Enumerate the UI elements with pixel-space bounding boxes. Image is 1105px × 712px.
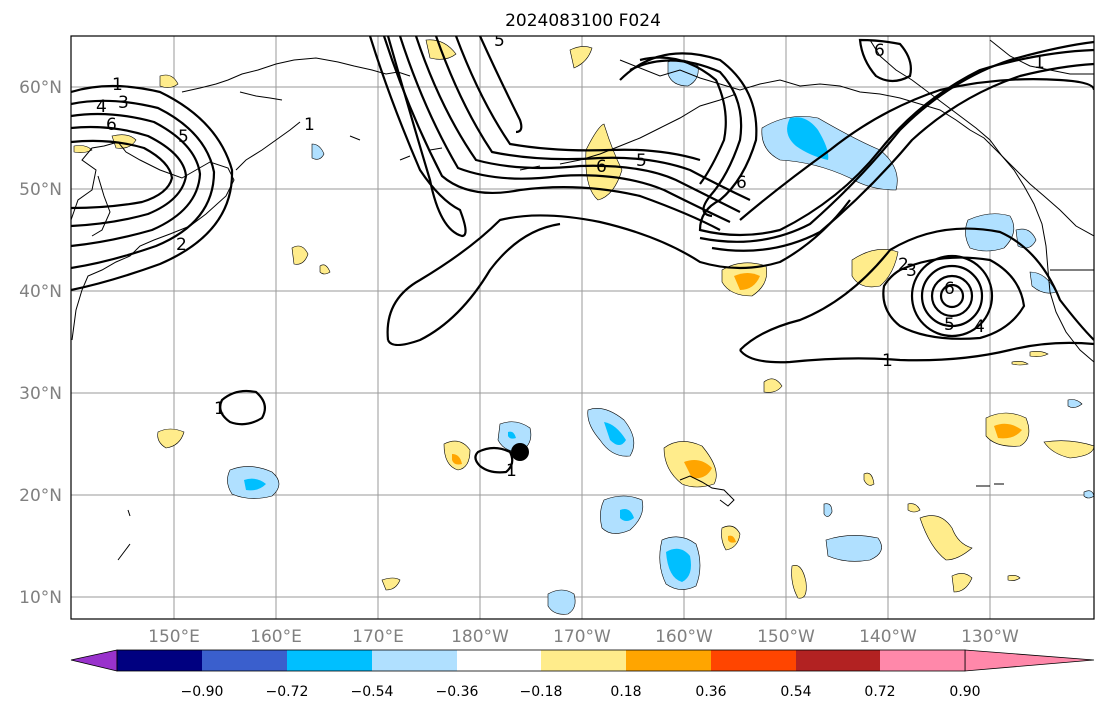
colorbar-tick: −0.90 <box>181 684 224 700</box>
colorbar-tick: 0.36 <box>695 684 726 700</box>
colorbar-segment <box>117 650 202 671</box>
colorbar-segment <box>796 650 880 671</box>
lon-label: 140°W <box>859 627 917 647</box>
lon-label: 130°W <box>961 627 1019 647</box>
contour-label: 2 <box>898 255 909 275</box>
lon-label: 170°E <box>352 627 404 647</box>
contour-label: 1 <box>304 115 315 135</box>
lon-label: 170°W <box>553 627 611 647</box>
contour-label: 3 <box>906 261 917 281</box>
colorbar-segment <box>372 650 457 671</box>
contour-label: 5 <box>636 151 647 171</box>
contour-label: 1 <box>882 351 893 371</box>
map-title: 2024083100 F024 <box>505 11 661 31</box>
lon-label: 160°E <box>250 627 302 647</box>
contour-label: 6 <box>736 173 747 193</box>
longitude-labels: 150°E 160°E 170°E 180°W 170°W 160°W 150°… <box>148 627 1019 647</box>
contour-label: 1 <box>506 461 517 481</box>
colorbar-segment <box>626 650 711 671</box>
lat-label: 30°N <box>19 384 62 404</box>
lat-label: 60°N <box>19 78 62 98</box>
contour-label: 5 <box>944 315 955 335</box>
lat-label: 20°N <box>19 486 62 506</box>
contour-label-group: 1 4 3 6 5 2 5 6 5 6 1 6 3 2 6 5 4 1 1 1 … <box>96 31 1045 481</box>
contour-label: 6 <box>874 41 885 61</box>
colorbar-extend-max <box>964 649 1095 672</box>
shaded-regions <box>73 39 1094 615</box>
colorbar-segment <box>880 650 965 671</box>
colorbar-tick: −0.54 <box>351 684 394 700</box>
lat-label: 10°N <box>19 588 62 608</box>
colorbar-segment <box>202 650 287 671</box>
lon-label: 150°W <box>757 627 815 647</box>
contour-label: 6 <box>596 157 607 177</box>
contour-label: 3 <box>118 93 129 113</box>
contour-label: 5 <box>494 31 505 51</box>
colorbar-segment <box>541 650 626 671</box>
colorbar: −0.90 −0.72 −0.54 −0.36 −0.18 0.18 0.36 … <box>70 649 1095 700</box>
lat-label: 40°N <box>19 282 62 302</box>
colorbar-extend-min <box>70 649 118 672</box>
gridlines <box>71 36 1094 619</box>
colorbar-tick: 0.90 <box>949 684 980 700</box>
colorbar-tick: −0.72 <box>266 684 309 700</box>
colorbar-segment <box>711 650 796 671</box>
lon-label: 180°W <box>451 627 509 647</box>
colorbar-segment <box>457 650 541 671</box>
map-frame <box>70 35 1095 620</box>
contour-label: 6 <box>944 279 955 299</box>
colorbar-tick: −0.18 <box>520 684 563 700</box>
contour-label: 4 <box>96 97 107 117</box>
colorbar-segment <box>287 650 372 671</box>
contour-label: 6 <box>106 115 117 135</box>
contour-label: 4 <box>974 317 985 337</box>
storm-position-dot <box>511 443 529 461</box>
colorbar-outline <box>116 649 966 672</box>
contours <box>71 36 1094 474</box>
lat-label: 50°N <box>19 180 62 200</box>
colorbar-tick: 0.54 <box>780 684 811 700</box>
contour-label: 2 <box>176 235 187 255</box>
contour-label: 1 <box>1034 53 1045 73</box>
colorbar-tick: 0.72 <box>864 684 895 700</box>
colorbar-tick: 0.18 <box>610 684 641 700</box>
latitude-labels: 60°N 50°N 40°N 30°N 20°N 10°N <box>19 78 62 608</box>
lon-label: 160°W <box>655 627 713 647</box>
colorbar-tick: −0.36 <box>436 684 479 700</box>
contour-label: 1 <box>214 399 225 419</box>
lon-label: 150°E <box>148 627 200 647</box>
contour-label: 5 <box>178 127 189 147</box>
contour-label: 1 <box>112 75 123 95</box>
